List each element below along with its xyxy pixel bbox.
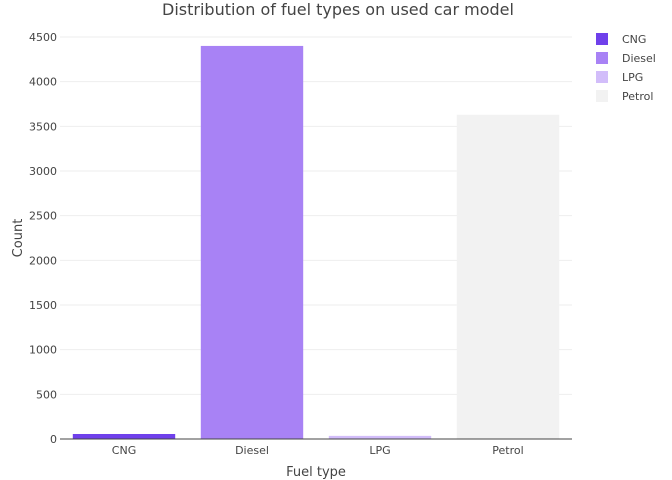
y-tick-label: 3500 xyxy=(29,120,57,133)
y-tick-label: 1000 xyxy=(29,344,57,357)
x-tick-label: CNG xyxy=(112,444,136,457)
legend-label: LPG xyxy=(622,71,643,84)
legend[interactable]: CNG Diesel LPG Petrol xyxy=(596,33,656,103)
x-tick-label: Diesel xyxy=(235,444,269,457)
legend-item-lpg[interactable]: LPG xyxy=(596,71,643,84)
x-tick-label: Petrol xyxy=(492,444,523,457)
bar-cng[interactable] xyxy=(72,433,176,439)
bar-lpg[interactable] xyxy=(328,435,432,439)
legend-swatch xyxy=(596,90,608,102)
legend-item-diesel[interactable]: Diesel xyxy=(596,52,656,65)
legend-item-cng[interactable]: CNG xyxy=(596,33,646,46)
y-tick-label: 2500 xyxy=(29,210,57,223)
legend-label: Diesel xyxy=(622,52,656,65)
x-axis-title: Fuel type xyxy=(286,465,346,480)
y-tick-label: 1500 xyxy=(29,299,57,312)
legend-swatch xyxy=(596,33,608,45)
legend-swatch xyxy=(596,71,608,83)
y-tick-label: 2000 xyxy=(29,254,57,267)
y-tick-label: 500 xyxy=(36,388,57,401)
legend-item-petrol[interactable]: Petrol xyxy=(596,90,653,103)
legend-label: Petrol xyxy=(622,90,653,103)
x-tick-labels: CNG Diesel LPG Petrol xyxy=(112,444,524,457)
bar-petrol[interactable] xyxy=(456,114,560,439)
bars xyxy=(72,45,560,439)
y-tick-label: 4000 xyxy=(29,76,57,89)
legend-swatch xyxy=(596,52,608,64)
bar-diesel[interactable] xyxy=(200,45,304,439)
y-tick-label: 0 xyxy=(50,433,57,446)
y-tick-label: 4500 xyxy=(29,31,57,44)
y-axis-title: Count xyxy=(11,219,26,258)
legend-label: CNG xyxy=(622,33,646,46)
chart-title: Distribution of fuel types on used car m… xyxy=(162,0,514,19)
y-tick-labels: 0 500 1000 1500 2000 2500 3000 3500 4000 4500 xyxy=(29,31,57,446)
y-tick-label: 3000 xyxy=(29,165,57,178)
x-tick-label: LPG xyxy=(369,444,390,457)
gridlines xyxy=(60,36,572,395)
